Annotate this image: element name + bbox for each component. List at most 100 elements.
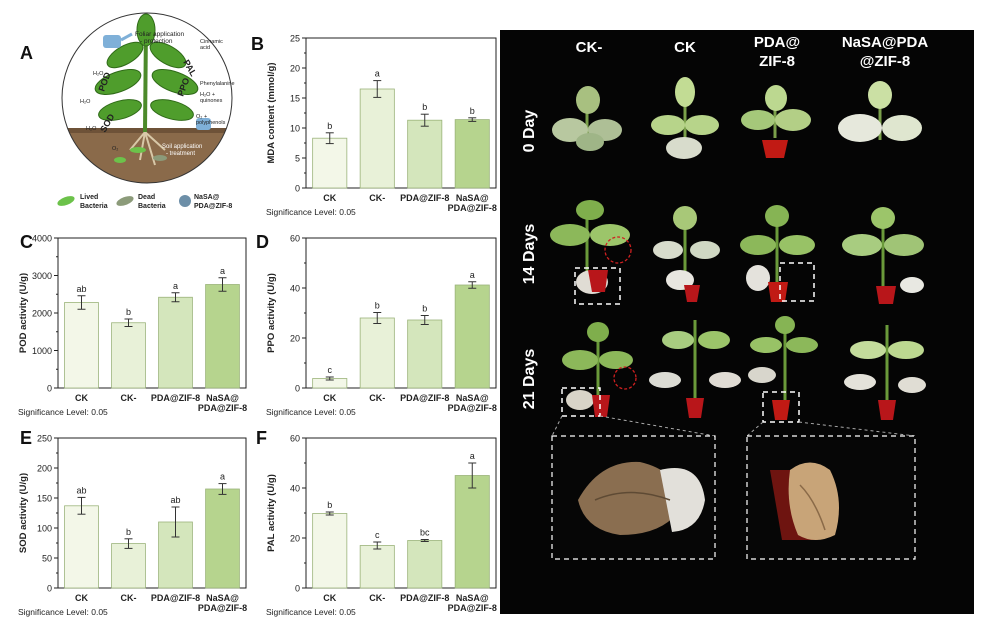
bar	[312, 513, 348, 589]
o2-text: O₂	[112, 146, 118, 152]
column-header-nasa: NaSA@PDA @ZIF-8	[841, 34, 929, 70]
category-label-line: NaSA@	[456, 393, 489, 403]
y-tick-label: 250	[37, 434, 52, 444]
plant-photo-0day-ck-minus	[552, 86, 622, 151]
panel-label-e: E	[20, 428, 33, 448]
category-label-line: CK-	[369, 393, 385, 403]
bar	[454, 284, 490, 389]
plant-photo-21day-ck-minus	[561, 322, 637, 417]
y-tick-label: 150	[37, 494, 52, 504]
category-label-line: CK	[75, 393, 88, 403]
y-tick-label: 5	[295, 154, 300, 164]
row-label-21days: 21 Days	[521, 348, 538, 410]
bar	[407, 540, 443, 589]
significance-letter: ab	[170, 495, 180, 505]
category-label-line: PDA@ZIF-8	[151, 393, 200, 403]
bar	[64, 302, 99, 389]
chart-ppo-activity: 0 20 40 60 PPO activity (U/g) c CK b CK-b PDA@ZIF…	[266, 234, 497, 418]
significance-letter: b	[375, 301, 380, 311]
y-tick-label: 2000	[32, 309, 52, 319]
category-label-line: NaSA@	[456, 193, 489, 203]
significance-letter: a	[220, 472, 225, 482]
category-label-line: NaSA@	[206, 393, 239, 403]
bar	[359, 545, 395, 589]
significance-letter: ab	[76, 485, 86, 495]
soil-treatment-icon	[196, 118, 211, 130]
bar	[111, 543, 146, 589]
y-tick-label: 10	[290, 124, 300, 134]
h2o-quinones-text: H₂O + quinones	[200, 92, 223, 104]
y-tick-label: 200	[37, 464, 52, 474]
watering-can-icon	[103, 32, 133, 48]
foliar-text: Foliar application - protection	[135, 31, 185, 45]
chart-pod-activity: 0 1000 2000 3000 4000 POD activity (U/g) ab CK b…	[18, 234, 247, 418]
significance-letter: bc	[420, 528, 430, 538]
bar	[454, 119, 490, 189]
chart-pal-activity: 0 20 40 60 PAL activity (U/g) b CK c CK-bc PDA@ZI…	[266, 434, 497, 618]
significance-letter: b	[327, 121, 332, 131]
y-tick-label: 3000	[32, 271, 52, 281]
category-label-line: PDA@ZIF-8	[151, 593, 200, 603]
significance-letter: b	[327, 500, 332, 510]
y-tick-label: 40	[290, 484, 300, 494]
significance-note: Significance Level: 0.05	[266, 207, 356, 217]
category-label-line: CK-	[369, 193, 385, 203]
y-tick-label: 25	[290, 34, 300, 44]
plant-photo-21day-nasa	[844, 325, 926, 420]
y-tick-label: 0	[295, 584, 300, 594]
cinnamic-text: Cinnamic acid	[200, 39, 223, 51]
y-tick-label: 20	[290, 64, 300, 74]
category-label: NaSA@ PDA@ZIF-8	[448, 393, 497, 413]
category-label-line: PDA@ZIF-8	[198, 603, 247, 613]
significance-letter: a	[470, 451, 475, 461]
zoom-inset-ck-minus	[551, 435, 716, 560]
y-tick-label: 60	[290, 234, 300, 244]
significance-letter: a	[470, 270, 475, 280]
zoom-inset-pda	[746, 435, 916, 560]
soil-region	[62, 130, 232, 183]
category-label: CK-	[121, 393, 137, 403]
plant-photo-14day-nasa	[842, 207, 924, 304]
significance-letter: c	[328, 365, 333, 375]
bar	[312, 137, 348, 189]
y-tick-label: 0	[47, 584, 52, 594]
panel-label-d: D	[256, 232, 269, 252]
category-label: NaSA@ PDA@ZIF-8	[448, 593, 497, 613]
panel-label-a: A	[20, 43, 33, 63]
category-label: CK-	[369, 593, 385, 603]
plant-photo-0day-nasa	[838, 81, 922, 142]
significance-letter: a	[173, 281, 178, 291]
soil-text: Soil application - treatment	[162, 144, 202, 157]
bar	[359, 317, 395, 389]
category-label: NaSA@ PDA@ZIF-8	[448, 193, 497, 213]
row-label-14days: 14 Days	[521, 223, 538, 285]
column-header-ck-minus: CK-	[575, 39, 603, 56]
h2o-text-1: H₂O	[93, 71, 104, 77]
plant-leaves	[94, 13, 199, 121]
significance-note: Significance Level: 0.05	[18, 607, 108, 617]
column-header-pda: PDA@ ZIF-8	[753, 34, 801, 70]
chart-sod-activity: 0 50 100 150 200 250 SOD activity (U/g) ab CK b CK…	[18, 434, 247, 618]
category-label: CK	[75, 393, 88, 403]
category-label: CK	[323, 193, 336, 203]
bar	[64, 505, 99, 589]
bar	[359, 88, 395, 189]
category-label-line: CK-	[121, 593, 137, 603]
o2-polyphenols-text: O₂ + polyphenols	[196, 114, 226, 126]
y-tick-label: 50	[42, 554, 52, 564]
category-label-line: CK-	[121, 393, 137, 403]
y-tick-label: 0	[295, 384, 300, 394]
plant-photo-14day-ck-minus	[550, 200, 632, 305]
category-label-line: PDA@ZIF-8	[198, 403, 247, 413]
bar	[111, 322, 146, 389]
bar	[407, 319, 443, 389]
y-tick-label: 0	[47, 384, 52, 394]
category-label-line: NaSA@	[456, 593, 489, 603]
y-tick-label: 4000	[32, 234, 52, 244]
category-label: PDA@ZIF-8	[400, 193, 449, 203]
y-tick-label: 15	[290, 94, 300, 104]
y-axis-label: MDA content (mmol/g)	[266, 63, 277, 164]
category-label-line: CK-	[369, 593, 385, 603]
y-tick-label: 0	[295, 184, 300, 194]
significance-letter: ab	[76, 284, 86, 294]
